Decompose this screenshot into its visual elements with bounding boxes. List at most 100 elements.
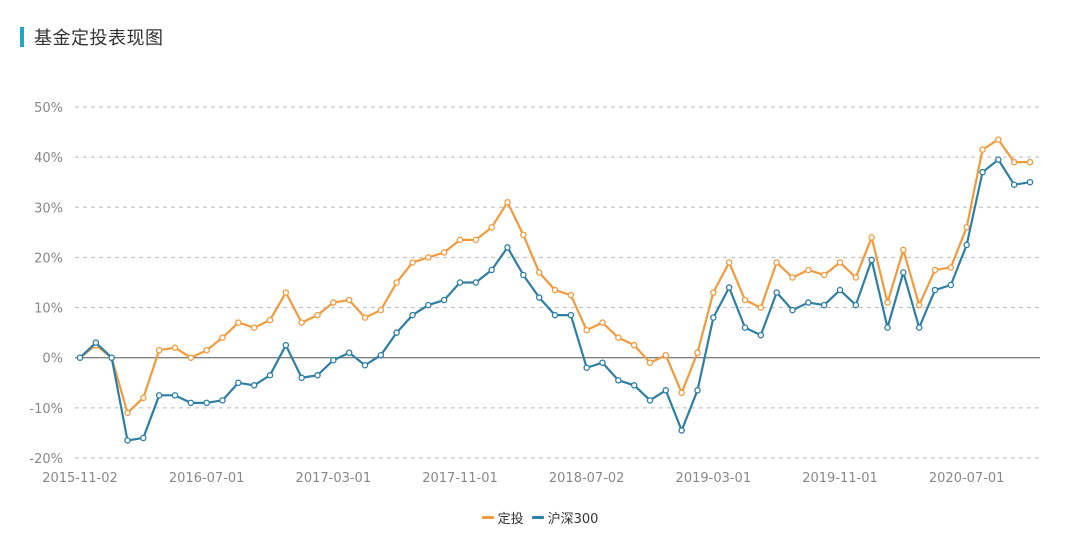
data-point[interactable]	[409, 259, 416, 266]
data-point[interactable]	[820, 301, 828, 309]
data-point[interactable]	[567, 311, 575, 319]
data-point[interactable]	[805, 266, 812, 274]
data-point[interactable]	[203, 346, 210, 354]
data-point[interactable]	[314, 311, 321, 319]
data-point[interactable]	[710, 289, 717, 296]
data-point[interactable]	[979, 168, 986, 176]
data-point[interactable]	[1026, 158, 1034, 166]
data-point[interactable]	[440, 249, 448, 256]
data-point[interactable]	[282, 341, 290, 349]
data-point[interactable]	[535, 269, 543, 276]
data-point[interactable]	[124, 409, 131, 417]
data-point[interactable]	[298, 319, 305, 326]
data-point[interactable]	[678, 389, 685, 397]
data-point[interactable]	[171, 344, 179, 351]
data-point[interactable]	[393, 279, 400, 286]
data-point[interactable]	[345, 296, 353, 304]
data-point[interactable]	[171, 392, 179, 399]
data-point[interactable]	[773, 259, 780, 266]
legend-item-dingtou[interactable]: 定投	[481, 508, 524, 527]
data-point[interactable]	[425, 254, 432, 261]
data-point[interactable]	[995, 156, 1002, 163]
legend-item-hs300[interactable]: 沪深300	[531, 508, 598, 527]
data-point[interactable]	[92, 339, 100, 346]
data-point[interactable]	[76, 354, 84, 361]
data-point[interactable]	[187, 399, 195, 407]
data-point[interactable]	[440, 296, 448, 304]
data-point[interactable]	[409, 311, 416, 319]
data-point[interactable]	[108, 354, 115, 361]
data-point[interactable]	[725, 259, 733, 266]
data-point[interactable]	[900, 269, 907, 276]
data-point[interactable]	[630, 341, 638, 349]
data-point[interactable]	[535, 294, 543, 301]
data-point[interactable]	[599, 319, 606, 326]
data-point[interactable]	[789, 274, 796, 281]
data-point[interactable]	[615, 334, 622, 341]
data-point[interactable]	[1010, 158, 1018, 166]
data-point[interactable]	[393, 329, 400, 336]
data-point[interactable]	[852, 301, 860, 309]
data-point[interactable]	[805, 299, 812, 306]
data-point[interactable]	[646, 397, 654, 404]
data-point[interactable]	[140, 394, 147, 402]
data-point[interactable]	[361, 361, 369, 369]
data-point[interactable]	[140, 434, 147, 442]
data-point[interactable]	[472, 279, 480, 286]
data-point[interactable]	[219, 397, 226, 404]
data-point[interactable]	[836, 286, 844, 294]
data-point[interactable]	[915, 324, 923, 331]
data-point[interactable]	[947, 264, 955, 271]
data-point[interactable]	[282, 289, 290, 296]
data-point[interactable]	[979, 146, 986, 153]
data-point[interactable]	[583, 326, 590, 334]
data-point[interactable]	[615, 377, 622, 384]
data-point[interactable]	[995, 136, 1002, 143]
data-point[interactable]	[789, 306, 796, 314]
data-point[interactable]	[900, 246, 907, 254]
data-point[interactable]	[868, 256, 875, 264]
data-point[interactable]	[551, 311, 559, 319]
data-point[interactable]	[694, 349, 701, 356]
data-point[interactable]	[820, 271, 828, 279]
data-point[interactable]	[915, 301, 923, 309]
data-point[interactable]	[488, 266, 495, 274]
data-point[interactable]	[678, 427, 685, 434]
data-point[interactable]	[741, 296, 749, 304]
data-point[interactable]	[931, 266, 939, 274]
data-point[interactable]	[298, 374, 305, 382]
data-point[interactable]	[947, 281, 955, 289]
data-point[interactable]	[868, 234, 875, 241]
data-point[interactable]	[266, 316, 274, 324]
data-point[interactable]	[741, 324, 749, 331]
data-point[interactable]	[520, 271, 527, 279]
data-point[interactable]	[314, 372, 321, 379]
data-point[interactable]	[694, 387, 701, 394]
data-point[interactable]	[757, 331, 765, 339]
data-point[interactable]	[884, 324, 891, 331]
data-point[interactable]	[931, 286, 939, 294]
data-point[interactable]	[1010, 181, 1018, 188]
data-point[interactable]	[377, 306, 385, 314]
data-point[interactable]	[710, 314, 717, 321]
data-point[interactable]	[630, 382, 638, 389]
data-point[interactable]	[124, 437, 131, 444]
data-point[interactable]	[725, 284, 733, 291]
data-point[interactable]	[520, 231, 527, 239]
data-point[interactable]	[187, 354, 195, 361]
data-point[interactable]	[884, 299, 891, 306]
data-point[interactable]	[203, 399, 210, 407]
data-point[interactable]	[266, 372, 274, 379]
data-point[interactable]	[963, 224, 970, 231]
data-point[interactable]	[852, 274, 860, 281]
data-point[interactable]	[773, 289, 780, 296]
data-point[interactable]	[472, 236, 480, 244]
data-point[interactable]	[155, 392, 163, 399]
data-point[interactable]	[155, 346, 163, 354]
data-point[interactable]	[836, 259, 844, 266]
data-point[interactable]	[219, 334, 226, 341]
data-point[interactable]	[250, 324, 258, 331]
data-point[interactable]	[1026, 178, 1034, 186]
data-point[interactable]	[757, 304, 765, 311]
data-point[interactable]	[662, 351, 670, 359]
